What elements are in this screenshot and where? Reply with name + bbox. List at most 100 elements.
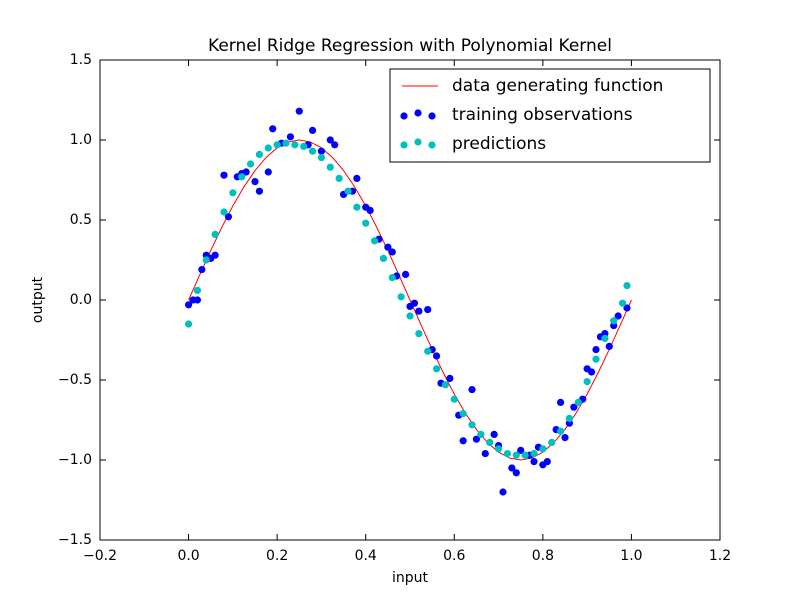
- data-point: [366, 206, 374, 214]
- x-tick-label: 0.8: [532, 548, 554, 564]
- y-tick-label: 0.5: [70, 212, 92, 228]
- data-point: [472, 435, 481, 443]
- data-point: [224, 213, 233, 221]
- data-point: [331, 141, 339, 149]
- data-point: [193, 296, 202, 304]
- data-point: [543, 458, 551, 466]
- x-tick-label: −0.2: [83, 548, 117, 564]
- data-line: [188, 139, 632, 461]
- data-point: [406, 312, 414, 320]
- data-point: [459, 410, 467, 418]
- data-point: [255, 187, 264, 195]
- legend-text: training observations: [452, 105, 633, 125]
- data-point: [211, 230, 219, 238]
- data-point: [401, 270, 410, 278]
- data-point: [326, 136, 334, 144]
- y-tick-label: 0.0: [70, 292, 92, 308]
- data-point: [264, 144, 272, 152]
- data-point: [512, 451, 520, 459]
- data-point: [282, 139, 290, 147]
- legend-swatch: [428, 141, 436, 149]
- data-point: [556, 427, 565, 435]
- data-point: [459, 437, 467, 445]
- legend-swatch: [400, 141, 408, 149]
- x-tick-label: 0.0: [177, 548, 199, 564]
- legend-swatch: [414, 109, 422, 117]
- data-point: [521, 451, 529, 459]
- data-point: [441, 381, 450, 389]
- data-point: [229, 189, 237, 197]
- data-point: [326, 163, 334, 171]
- data-point: [415, 307, 423, 315]
- data-point: [530, 450, 538, 458]
- data-point: [508, 464, 516, 472]
- data-point: [184, 301, 193, 309]
- data-point: [503, 450, 512, 458]
- data-point: [494, 445, 503, 453]
- data-point: [238, 173, 246, 181]
- legend-swatch: [414, 138, 422, 146]
- x-tick-label: 1.2: [709, 548, 731, 564]
- data-point: [517, 446, 525, 454]
- data-point: [388, 274, 396, 282]
- data-point: [273, 141, 281, 149]
- data-point: [295, 107, 303, 115]
- data-point: [242, 168, 250, 176]
- data-point: [300, 142, 308, 150]
- data-point: [397, 293, 405, 301]
- data-point: [548, 438, 556, 446]
- data-point: [468, 386, 476, 394]
- data-point: [246, 160, 255, 168]
- data-point: [481, 450, 489, 458]
- legend-text: data generating function: [452, 76, 663, 96]
- data-point: [592, 346, 600, 354]
- data-point: [384, 243, 392, 251]
- data-point: [565, 414, 574, 422]
- y-tick-label: −1.5: [58, 532, 92, 548]
- data-point: [432, 365, 441, 373]
- data-point: [424, 347, 432, 355]
- y-tick-label: −0.5: [58, 372, 92, 388]
- data-point: [623, 304, 631, 312]
- axes-frame: [99, 59, 721, 541]
- data-point: [499, 488, 507, 496]
- y-tick-label: 1.5: [70, 52, 92, 68]
- data-point: [335, 174, 343, 182]
- legend-swatch: [400, 112, 408, 120]
- data-point: [317, 147, 326, 155]
- data-point: [490, 430, 498, 438]
- x-tick-label: 0.4: [355, 548, 377, 564]
- data-point: [605, 342, 613, 350]
- data-point: [574, 398, 582, 406]
- data-point: [610, 317, 618, 325]
- data-point: [446, 374, 454, 382]
- chart-title: Kernel Ridge Regression with Polynomial …: [208, 36, 612, 56]
- data-point: [601, 334, 609, 342]
- data-point: [308, 147, 317, 155]
- data-point: [193, 286, 202, 294]
- data-point: [424, 306, 432, 314]
- y-tick-label: 1.0: [70, 132, 92, 148]
- data-point: [317, 154, 326, 162]
- data-point: [362, 219, 370, 227]
- data-point: [592, 355, 600, 363]
- x-tick-label: 0.6: [443, 548, 465, 564]
- data-point: [220, 171, 228, 179]
- data-point: [623, 282, 631, 290]
- data-point: [211, 251, 219, 259]
- legend-box: [389, 68, 711, 163]
- data-point: [583, 378, 591, 386]
- x-axis-label: input: [392, 570, 429, 586]
- data-point: [308, 126, 317, 134]
- data-point: [388, 248, 396, 256]
- data-point: [220, 208, 228, 216]
- data-point: [587, 368, 596, 376]
- data-point: [353, 174, 361, 182]
- data-point: [561, 434, 569, 442]
- data-point: [202, 256, 210, 264]
- data-point: [477, 430, 485, 438]
- data-point: [539, 445, 547, 453]
- data-point: [415, 330, 423, 338]
- data-point: [251, 178, 259, 186]
